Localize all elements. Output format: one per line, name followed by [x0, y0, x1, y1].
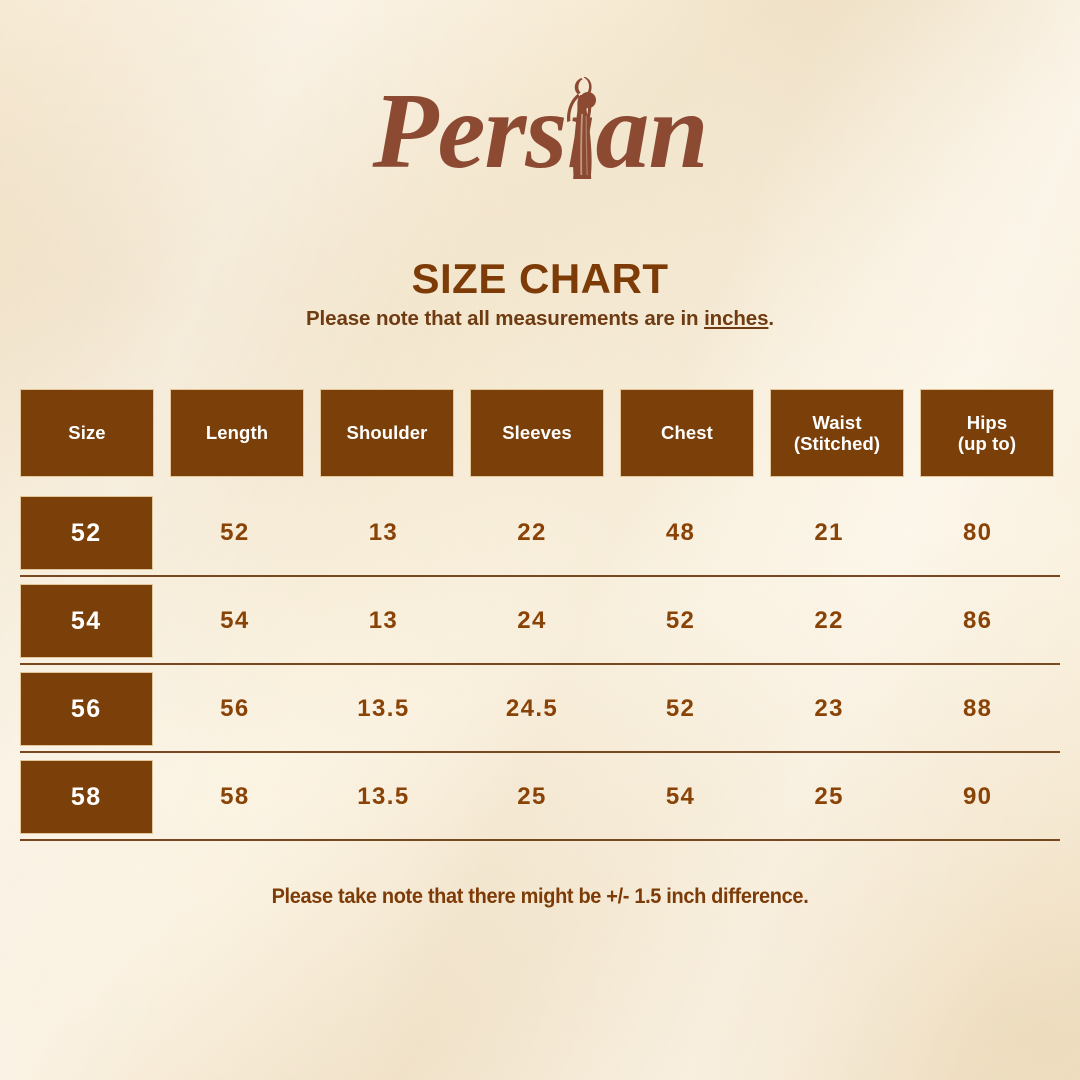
column-header-size: Size — [20, 389, 154, 477]
column-header-chest-label: Chest — [661, 422, 713, 444]
cell-size: 52 — [20, 496, 153, 570]
cell-sleeves: 22 — [517, 519, 547, 546]
column-header-hips-label: Hips (up to) — [957, 411, 1017, 454]
table-bottom-border — [20, 839, 1060, 841]
subtitle-emphasis: inches — [704, 307, 769, 330]
tolerance-note: Please take note that there might be +/-… — [271, 885, 809, 908]
cell-sleeves: 24.5 — [505, 695, 559, 722]
brand-name-i-placeholder: i — [566, 72, 596, 191]
brand-logo-inner: Persian — [372, 72, 708, 192]
column-header-hips: Hips (up to) — [920, 389, 1054, 477]
page-title: SIZE CHART — [411, 255, 669, 302]
column-header-sleeves-label: Sleeves — [502, 422, 572, 444]
measurement-units-note: Please note that all measurements are in… — [0, 307, 1080, 331]
column-header-waist-label: Waist (Stitched) — [793, 411, 881, 454]
brand-name-part2: an — [595, 72, 708, 191]
column-header-shoulder-label: Shoulder — [346, 422, 428, 444]
cell-chest: 54 — [665, 783, 696, 810]
row-divider — [20, 751, 1060, 753]
cell-size: 54 — [20, 584, 153, 658]
subtitle-suffix: . — [768, 307, 775, 330]
cell-hips: 86 — [962, 607, 993, 634]
cell-shoulder: 13.5 — [357, 695, 410, 722]
column-header-length-label: Length — [205, 422, 269, 444]
cell-length: 52 — [220, 519, 250, 546]
table-row: 52 52 13 22 48 21 80 — [20, 489, 1060, 577]
brand-logo: Persian — [0, 72, 1080, 192]
cell-waist: 23 — [814, 695, 844, 722]
cell-chest: 48 — [665, 519, 696, 546]
row-divider — [20, 575, 1060, 577]
subtitle-prefix: Please note that all measurements are in — [305, 307, 705, 330]
cell-waist: 22 — [814, 607, 844, 634]
cell-shoulder: 13 — [368, 519, 399, 546]
row-divider — [20, 663, 1060, 665]
table-row: 54 54 13 24 52 22 86 — [20, 577, 1060, 665]
cell-chest: 52 — [665, 695, 696, 722]
column-header-length: Length — [170, 389, 304, 477]
cell-size: 58 — [20, 760, 153, 834]
column-header-chest: Chest — [620, 389, 754, 477]
header-body-gap — [20, 477, 1060, 489]
table-header-row: Size Length Shoulder Sleeves Chest Waist… — [20, 389, 1060, 477]
column-header-size-label: Size — [68, 422, 106, 444]
cell-length: 58 — [220, 783, 250, 810]
column-header-shoulder: Shoulder — [320, 389, 454, 477]
cell-size: 56 — [20, 672, 153, 746]
cell-waist: 25 — [814, 783, 844, 810]
cell-chest: 52 — [665, 607, 696, 634]
cell-length: 56 — [220, 695, 250, 722]
cell-shoulder: 13 — [368, 607, 399, 634]
cell-sleeves: 24 — [517, 607, 547, 634]
brand-name-part1: Pers — [372, 72, 567, 191]
cell-hips: 80 — [962, 519, 993, 546]
cell-waist: 21 — [814, 519, 844, 546]
column-header-waist: Waist (Stitched) — [770, 389, 904, 477]
column-header-sleeves: Sleeves — [470, 389, 604, 477]
cell-hips: 88 — [962, 695, 993, 722]
table-row: 56 56 13.5 24.5 52 23 88 — [20, 665, 1060, 753]
cell-length: 54 — [220, 607, 250, 634]
cell-sleeves: 25 — [517, 783, 547, 810]
size-chart-table: Size Length Shoulder Sleeves Chest Waist… — [20, 389, 1060, 841]
table-row: 58 58 13.5 25 54 25 90 — [20, 753, 1060, 841]
cell-hips: 90 — [962, 783, 993, 810]
cell-shoulder: 13.5 — [357, 783, 410, 810]
